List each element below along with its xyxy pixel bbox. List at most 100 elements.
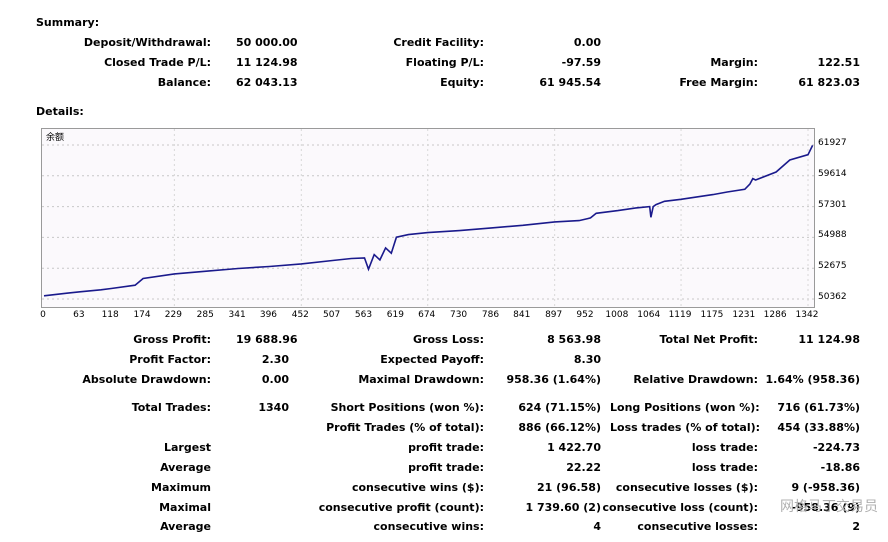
short-positions-label: Short Positions (won %):: [330, 401, 484, 414]
profit-trades-label: Profit Trades (% of total):: [326, 421, 484, 434]
x-tick-label: 285: [196, 310, 214, 320]
x-tick-label: 1064: [637, 310, 661, 320]
maximal-profit-label: consecutive profit (count):: [318, 501, 484, 514]
largest-profit-value: 1 422.70: [547, 441, 601, 454]
deposit-label: Deposit/Withdrawal:: [83, 36, 211, 49]
x-tick-label: 63: [73, 310, 85, 320]
max-drawdown-value: 958.36 (1.64%): [506, 373, 602, 386]
maximal-loss-value: -958.36 (9): [791, 501, 860, 514]
y-tick-label: 50362: [818, 292, 847, 302]
equity-value: 61 945.54: [539, 76, 601, 89]
gross-profit-value: 19 688.96: [236, 333, 298, 346]
gross-loss-label: Gross Loss:: [413, 333, 484, 346]
average-loss-label: loss trade:: [691, 461, 758, 474]
total-trades-value: 1340: [258, 401, 289, 414]
total-trades-label: Total Trades:: [131, 401, 211, 414]
x-tick-label: 730: [449, 310, 468, 320]
gross-profit-label: Gross Profit:: [133, 333, 211, 346]
balance-line: [43, 145, 814, 297]
balance-label: Balance:: [157, 76, 211, 89]
largest-label: Largest: [164, 441, 211, 454]
profit-factor-value: 2.30: [261, 353, 289, 366]
long-positions-value: 716 (61.73%): [777, 401, 860, 414]
floating-pl-label: Floating P/L:: [405, 56, 484, 69]
maximal-loss-label: consecutive loss (count):: [602, 501, 758, 514]
x-tick-label: 396: [259, 310, 278, 320]
profit-factor-label: Profit Factor:: [129, 353, 211, 366]
profit-trades-value: 886 (66.12%): [518, 421, 601, 434]
gross-loss-value: 8 563.98: [547, 333, 601, 346]
watermark: 网格马丁交易员: [780, 499, 878, 515]
closed-pl-value: 11 124.98: [236, 56, 298, 69]
x-tick-label: 563: [354, 310, 373, 320]
balance-chart-svg: 余额: [42, 129, 814, 307]
max-cons-losses-label: consecutive losses ($):: [615, 481, 758, 494]
summary-title: Summary:: [36, 16, 100, 29]
avg-cons-losses-label: consecutive losses:: [637, 520, 758, 533]
average2-label: Average: [160, 520, 211, 533]
y-tick-label: 54988: [818, 230, 847, 241]
margin-value: 122.51: [817, 56, 860, 69]
max-cons-wins-label: consecutive wins ($):: [351, 481, 484, 494]
maximal-profit-value: 1 739.60 (2): [525, 501, 601, 514]
largest-loss-label: loss trade:: [691, 441, 758, 454]
closed-pl-label: Closed Trade P/L:: [104, 56, 211, 69]
long-positions-label: Long Positions (won %):: [610, 401, 760, 414]
x-tick-label: 507: [323, 310, 341, 320]
loss-trades-value: 454 (33.88%): [777, 421, 860, 434]
x-tick-label: 1008: [605, 310, 629, 320]
x-tick-label: 897: [545, 310, 563, 320]
y-tick-label: 61927: [818, 138, 847, 148]
x-tick-label: 341: [228, 310, 246, 320]
avg-cons-losses-value: 2: [852, 520, 860, 533]
free-margin-label: Free Margin:: [679, 76, 758, 89]
x-tick-label: 1119: [668, 310, 692, 320]
credit-value: 0.00: [573, 36, 601, 49]
x-tick-label: 1286: [763, 310, 787, 320]
x-tick-label: 452: [291, 310, 309, 320]
floating-pl-value: -97.59: [561, 56, 601, 69]
x-tick-label: 1231: [732, 310, 756, 320]
loss-trades-label: Loss trades (% of total):: [610, 421, 761, 434]
largest-loss-value: -224.73: [812, 441, 860, 454]
x-tick-label: 174: [133, 310, 151, 320]
average-profit-value: 22.22: [566, 461, 601, 474]
x-tick-label: 118: [101, 310, 119, 320]
average-loss-value: -18.86: [820, 461, 860, 474]
deposit-value: 50 000.00: [236, 36, 298, 49]
x-tick-label: 786: [481, 310, 500, 320]
rel-drawdown-label: Relative Drawdown:: [633, 373, 758, 386]
y-tick-label: 57301: [818, 199, 847, 210]
max-cons-wins-value: 21 (96.58): [537, 481, 601, 494]
free-margin-value: 61 823.03: [798, 76, 860, 89]
details-title: Details:: [36, 105, 84, 118]
avg-cons-wins-label: consecutive wins:: [373, 520, 484, 533]
total-net-label: Total Net Profit:: [659, 333, 759, 346]
x-tick-label: 674: [418, 310, 436, 320]
abs-drawdown-value: 0.00: [261, 373, 289, 386]
chart-legend: 余额: [46, 131, 64, 143]
maximal-label: Maximal: [159, 501, 211, 514]
max-drawdown-label: Maximal Drawdown:: [358, 373, 484, 386]
average-profit-label: profit trade:: [408, 461, 484, 474]
average-label: Average: [160, 461, 211, 474]
y-tick-label: 59614: [818, 168, 847, 179]
total-net-value: 11 124.98: [798, 333, 860, 346]
short-positions-value: 624 (71.15%): [518, 401, 601, 414]
avg-cons-wins-value: 4: [593, 520, 601, 533]
x-tick-label: 1342: [795, 310, 819, 320]
x-tick-label: 619: [386, 310, 404, 320]
max-cons-losses-value: 9 (-958.36): [791, 481, 860, 494]
maximum-label: Maximum: [151, 481, 211, 494]
x-tick-label: 1175: [700, 310, 724, 320]
balance-chart: 余额: [41, 128, 815, 308]
y-tick-label: 52675: [818, 261, 847, 272]
credit-label: Credit Facility:: [393, 36, 484, 49]
x-tick-label: 952: [576, 310, 594, 320]
equity-label: Equity:: [440, 76, 484, 89]
x-tick-label: 229: [164, 310, 182, 320]
x-tick-label: 0: [40, 310, 46, 320]
balance-value: 62 043.13: [236, 76, 298, 89]
abs-drawdown-label: Absolute Drawdown:: [82, 373, 211, 386]
expected-payoff-value: 8.30: [573, 353, 601, 366]
